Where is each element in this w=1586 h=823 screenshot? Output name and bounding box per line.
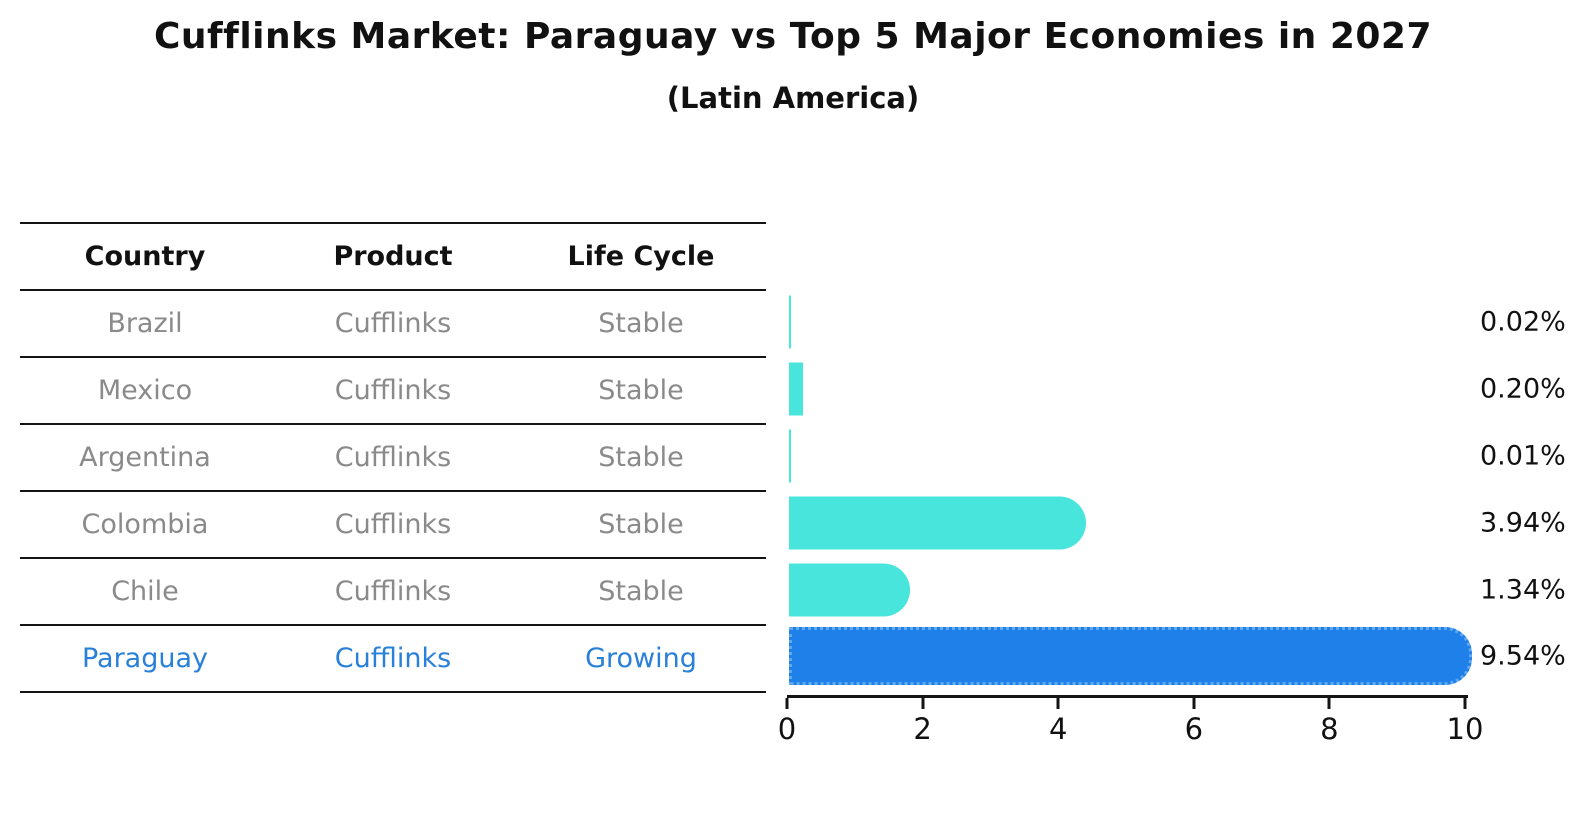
cell-country: Chile — [111, 576, 179, 607]
x-tick-label: 10 — [1446, 712, 1484, 746]
value-label-colombia: 3.94% — [1480, 507, 1566, 539]
column-header-country: Country — [84, 241, 206, 272]
value-label-chile: 1.34% — [1480, 574, 1566, 606]
country-table: Country Product Life Cycle Brazil Cufflin… — [20, 222, 766, 693]
table-row-brazil: Brazil Cufflinks Stable — [20, 291, 766, 358]
bar-paraguay — [789, 627, 1472, 686]
cell-product: Cufflinks — [334, 442, 452, 473]
value-label-paraguay: 9.54% — [1480, 640, 1566, 672]
x-tick-mark — [921, 698, 925, 709]
table-row-chile: Chile Cufflinks Stable — [20, 559, 766, 626]
bar-mexico — [789, 362, 803, 416]
cell-life-cycle: Growing — [585, 643, 697, 674]
cell-country: Argentina — [79, 442, 211, 473]
bar-argentina — [789, 429, 791, 483]
cell-country: Paraguay — [81, 643, 209, 674]
table-row-colombia: Colombia Cufflinks Stable — [20, 492, 766, 559]
x-tick-mark — [1192, 698, 1196, 709]
value-label-mexico: 0.20% — [1480, 373, 1566, 405]
column-header-life-cycle: Life Cycle — [567, 241, 715, 272]
bar-chile — [789, 563, 910, 617]
cell-country: Brazil — [107, 308, 183, 339]
x-tick-mark — [1463, 698, 1467, 709]
cell-life-cycle: Stable — [598, 509, 684, 540]
cell-life-cycle: Stable — [598, 442, 684, 473]
value-label-argentina: 0.01% — [1480, 440, 1566, 472]
chart-subtitle: (Latin America) — [666, 81, 920, 115]
cell-life-cycle: Stable — [598, 375, 684, 406]
bar-colombia — [789, 496, 1087, 550]
x-axis — [787, 695, 1468, 698]
cell-product: Cufflinks — [334, 643, 452, 674]
cell-product: Cufflinks — [334, 308, 452, 339]
column-header-product: Product — [333, 241, 453, 272]
value-label-brazil: 0.02% — [1480, 306, 1566, 338]
cell-country: Colombia — [81, 509, 209, 540]
x-tick-mark — [785, 698, 789, 709]
cell-product: Cufflinks — [334, 375, 452, 406]
x-tick-label: 6 — [1184, 712, 1204, 746]
cell-life-cycle: Stable — [598, 576, 684, 607]
x-tick-label: 4 — [1048, 712, 1068, 746]
x-tick-label: 0 — [777, 712, 797, 746]
chart-title: Cufflinks Market: Paraguay vs Top 5 Majo… — [153, 16, 1433, 57]
x-tick-label: 8 — [1320, 712, 1339, 746]
x-tick-mark — [1056, 698, 1060, 709]
cell-country: Mexico — [97, 375, 193, 406]
table-row-paraguay: Paraguay Cufflinks Growing — [20, 626, 766, 693]
table-row-argentina: Argentina Cufflinks Stable — [20, 425, 766, 492]
cell-life-cycle: Stable — [598, 308, 684, 339]
bar-brazil — [789, 295, 791, 349]
cell-product: Cufflinks — [334, 576, 452, 607]
table-row-mexico: Mexico Cufflinks Stable — [20, 358, 766, 425]
x-tick-label: 2 — [913, 712, 932, 746]
cell-product: Cufflinks — [334, 509, 452, 540]
table-header-row: Country Product Life Cycle — [20, 224, 766, 291]
x-tick-mark — [1327, 698, 1331, 709]
